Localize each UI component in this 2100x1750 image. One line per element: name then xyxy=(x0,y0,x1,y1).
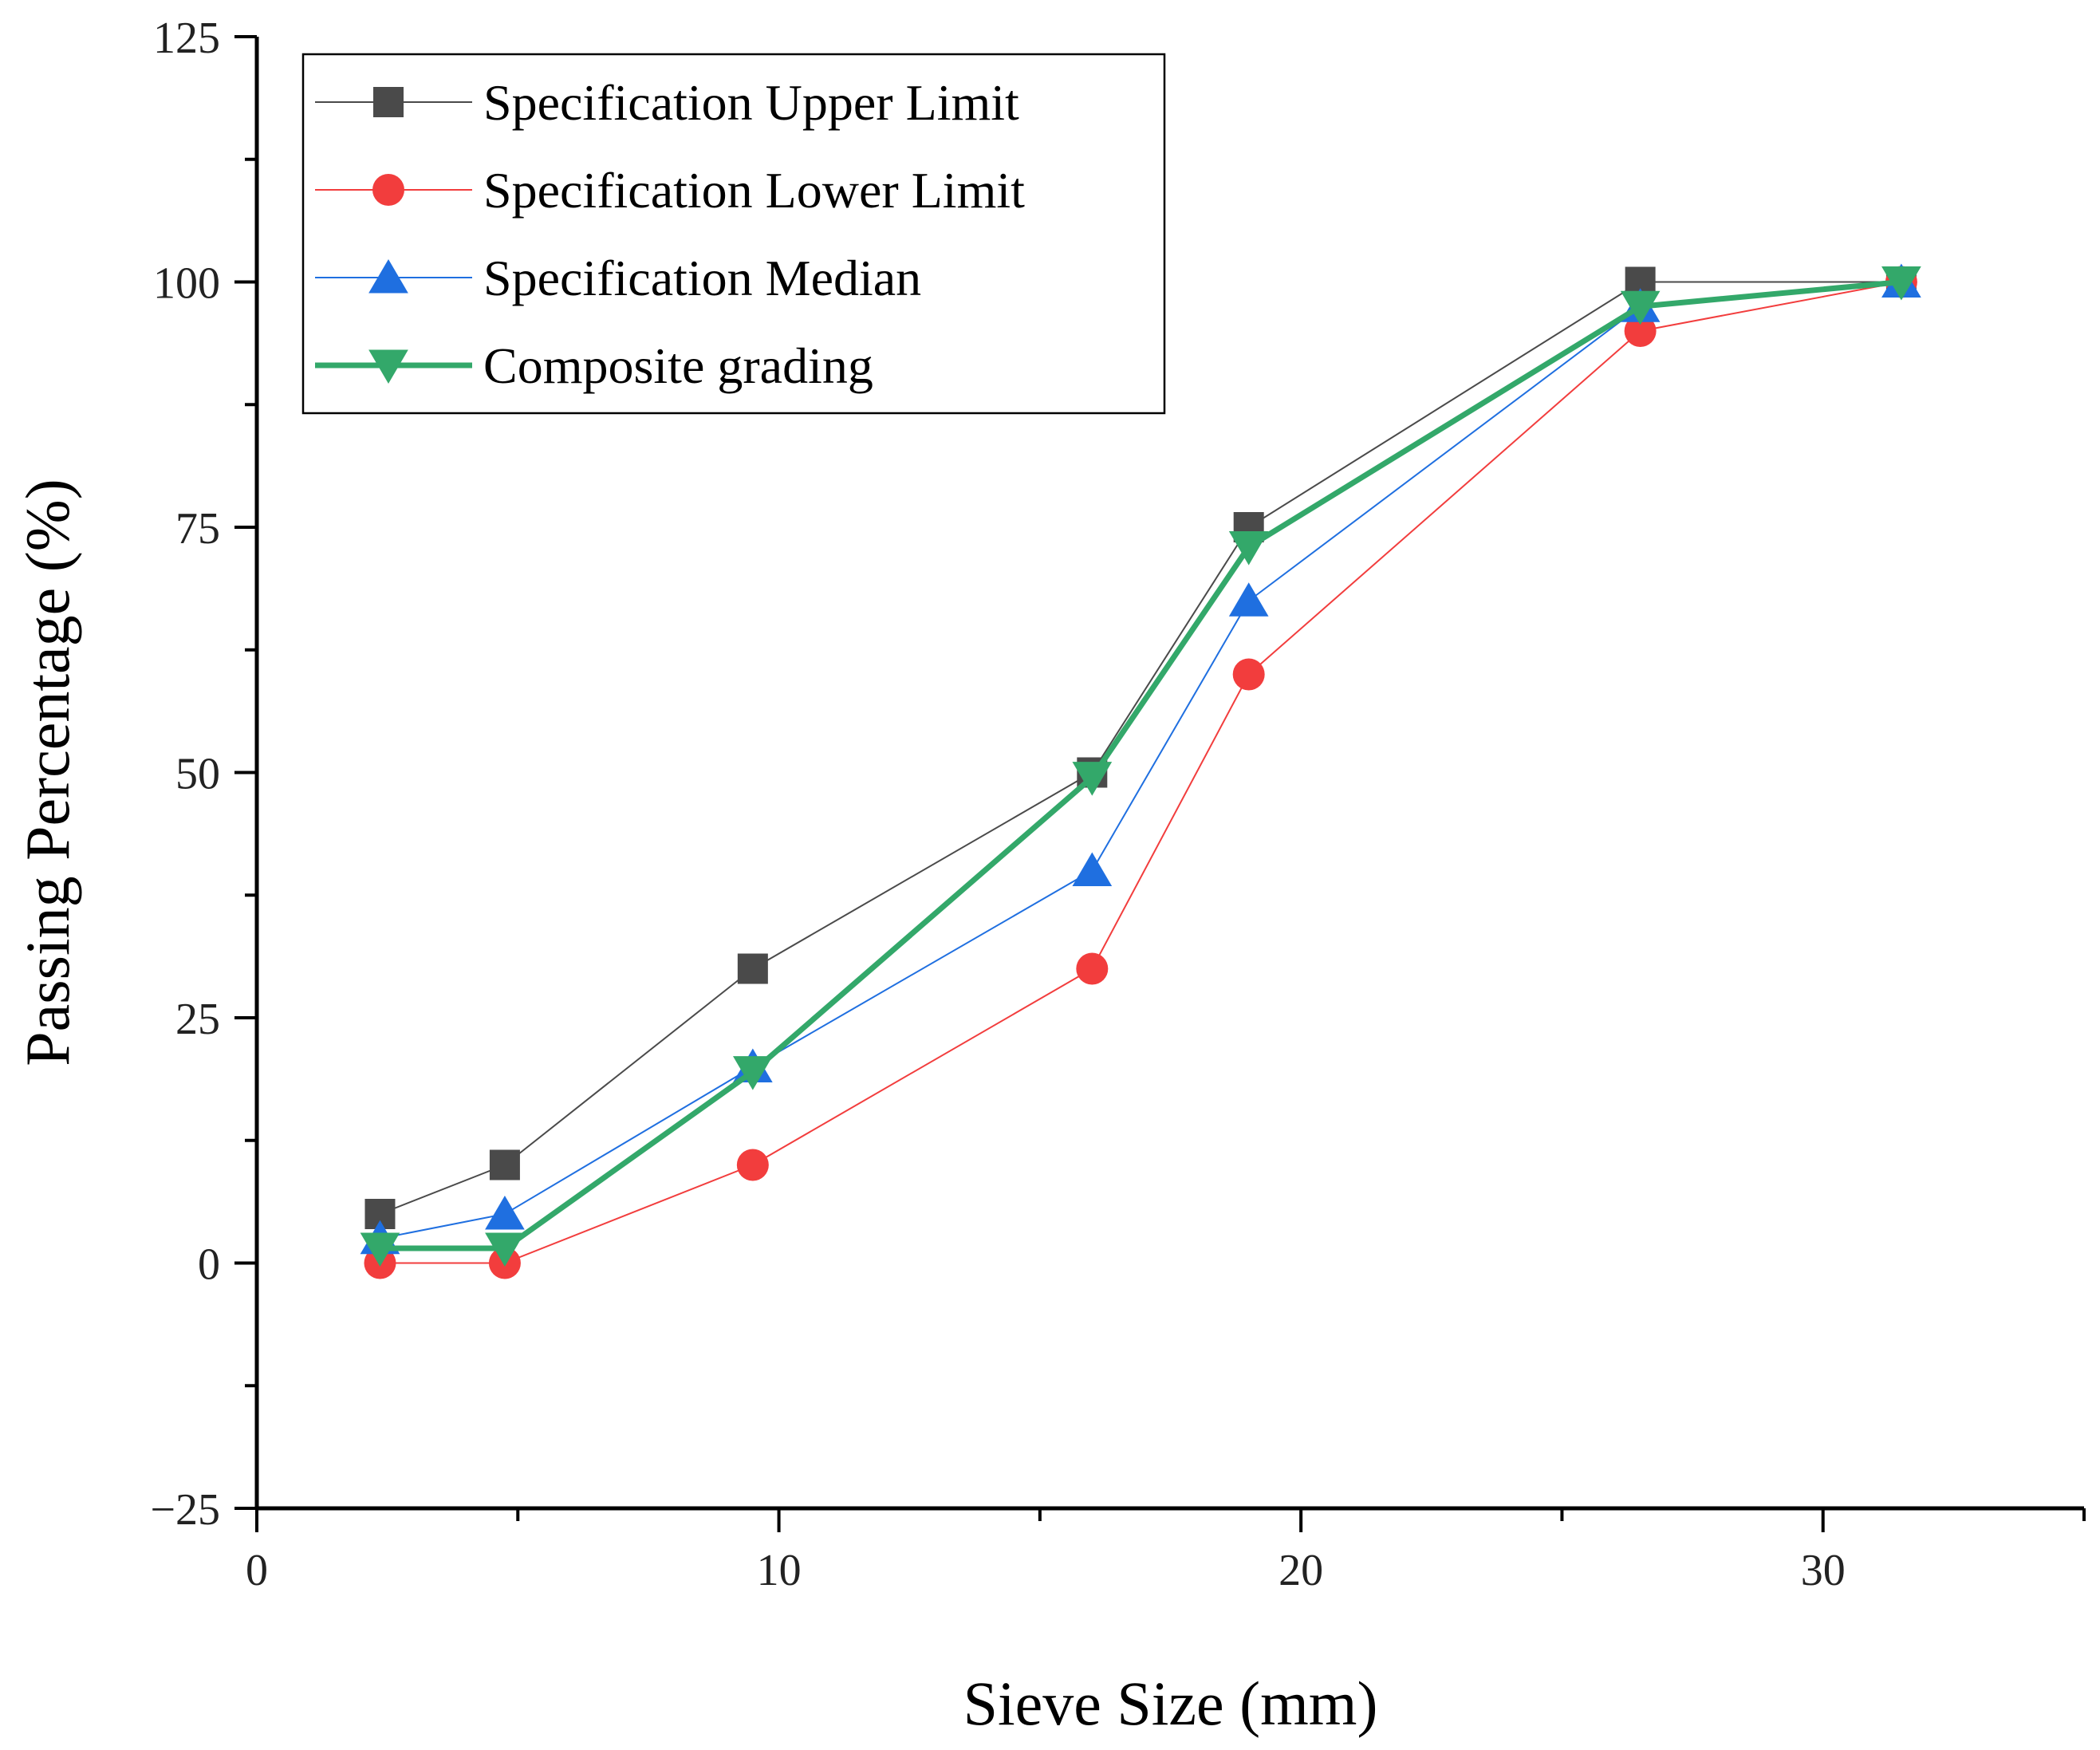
data-point xyxy=(485,1196,525,1230)
y-tick-label: −25 xyxy=(150,1485,220,1535)
legend-item: Composite grading xyxy=(315,337,873,394)
data-point xyxy=(489,1149,520,1180)
data-point xyxy=(1228,531,1269,566)
legend: Specification Upper Limit Specification L… xyxy=(301,53,1166,415)
axes: 0 10 20 30 −25 0 25 50 75 100 125 xyxy=(150,14,2086,1595)
y-tick-label: 25 xyxy=(175,995,220,1044)
legend-marker xyxy=(373,87,404,117)
legend-label: Specification Median xyxy=(483,250,921,306)
legend-item: Specification Median xyxy=(315,250,921,306)
legend-box xyxy=(301,53,1166,415)
legend-label: Specification Upper Limit xyxy=(483,74,1019,131)
data-point xyxy=(737,953,768,984)
series-layer xyxy=(360,263,1921,1279)
y-tick-label: 125 xyxy=(153,14,220,63)
data-point xyxy=(1228,582,1269,617)
legend-marker xyxy=(368,349,408,384)
x-tick-label: 0 xyxy=(246,1546,268,1595)
legend-item: Specification Lower Limit xyxy=(315,162,1025,219)
data-point xyxy=(1881,266,1921,301)
x-tick-label: 30 xyxy=(1801,1546,1846,1595)
y-tick-label: 50 xyxy=(175,750,220,799)
y-axis-title: Passing Percentage (%) xyxy=(13,479,82,1066)
x-tick-label: 10 xyxy=(757,1546,802,1595)
data-point xyxy=(733,1056,773,1090)
legend-label: Specification Lower Limit xyxy=(483,162,1025,219)
legend-marker xyxy=(368,259,408,294)
legend-item: Specification Upper Limit xyxy=(315,74,1019,131)
legend-label: Composite grading xyxy=(483,337,873,394)
series-3 xyxy=(360,266,1921,1267)
x-tick-label: 20 xyxy=(1279,1546,1323,1595)
data-point xyxy=(1072,852,1113,887)
data-point xyxy=(1072,762,1113,796)
y-tick-label: 0 xyxy=(198,1240,220,1290)
y-tick-label: 100 xyxy=(153,259,220,309)
legend-marker xyxy=(372,174,404,206)
data-point xyxy=(736,1149,769,1181)
x-axis-title: Sieve Size (mm) xyxy=(963,1669,1378,1738)
data-point xyxy=(360,1232,400,1267)
data-point xyxy=(1076,952,1109,985)
data-point xyxy=(485,1232,525,1267)
data-point xyxy=(1620,290,1661,325)
y-tick-label: 75 xyxy=(175,504,220,554)
data-point xyxy=(1624,315,1657,347)
data-point xyxy=(1232,658,1265,691)
